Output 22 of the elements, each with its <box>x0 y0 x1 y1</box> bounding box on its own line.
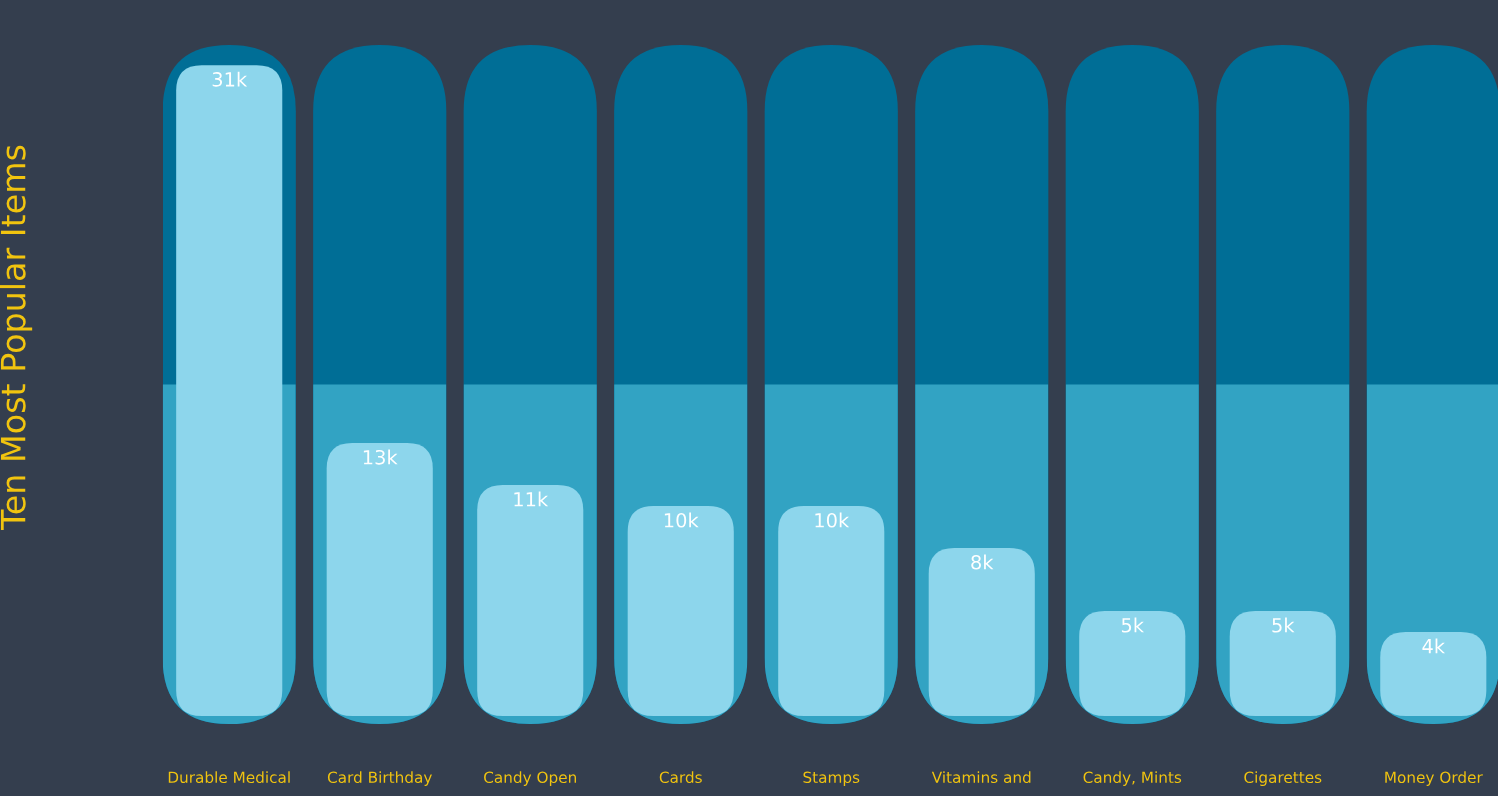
data-label: 5k <box>1121 617 1145 633</box>
x-tick-label: Stamps <box>803 771 860 787</box>
data-label: 31k <box>212 71 248 87</box>
data-label: 11k <box>514 491 549 507</box>
x-tick-label: Vitamins and <box>931 771 1031 784</box>
data-label: 13k <box>363 449 398 465</box>
x-tick-label: Cigarettes <box>1244 771 1322 787</box>
data-label: 5k <box>1272 617 1295 633</box>
bar <box>1229 611 1336 716</box>
x-tick-label: Card Birthday <box>327 771 432 787</box>
x-tick-label: Candy Open <box>484 771 576 787</box>
data-label: 10k <box>664 512 699 528</box>
data-label: 8k <box>971 554 994 570</box>
x-tick-label: Candy, Mints <box>1083 771 1182 787</box>
data-label: 10k <box>815 512 850 528</box>
data-label: 4k <box>1422 638 1446 654</box>
bar <box>1079 611 1186 716</box>
x-tick-label: Durable Medical <box>168 771 290 784</box>
bar <box>1380 632 1487 716</box>
x-tick-label: Money Order <box>1385 771 1483 787</box>
x-tick-label: Cards <box>659 771 702 784</box>
y-axis-title: Ten Most Popular Items <box>0 145 33 531</box>
